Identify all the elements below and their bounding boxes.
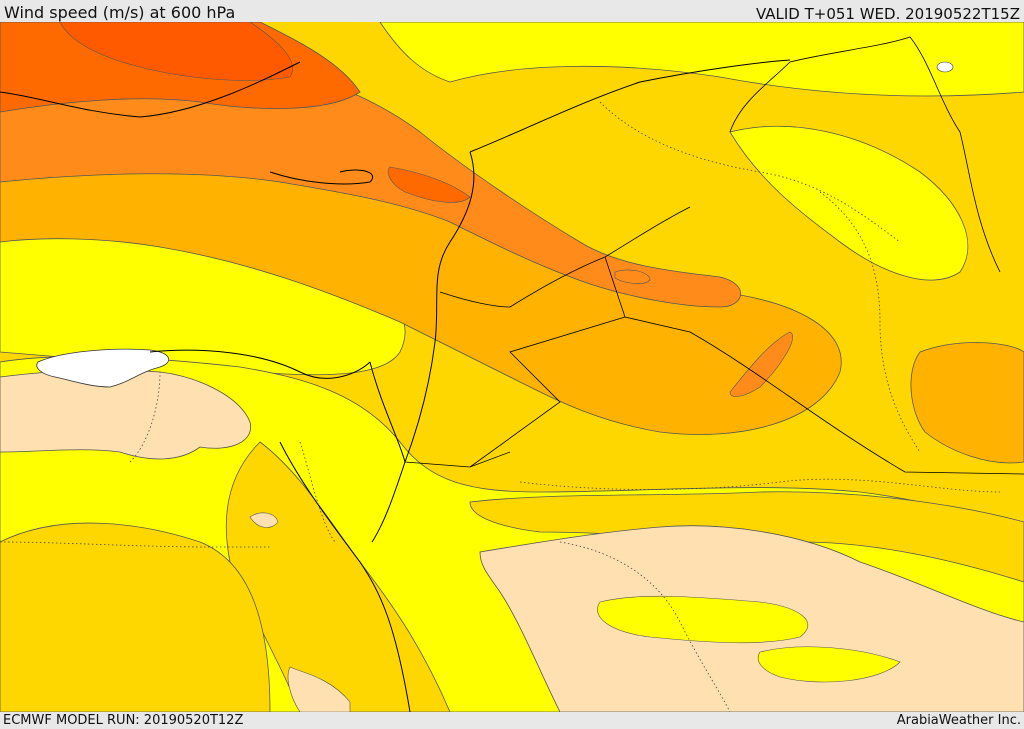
- map-canvas: [0, 22, 1024, 712]
- footer-bar: ECMWF MODEL RUN: 20190520T12Z ArabiaWeat…: [0, 712, 1024, 729]
- valid-time-label: VALID T+051 WED. 20190522T15Z: [755, 5, 1020, 23]
- header-bar: Wind speed (m/s) at 600 hPa VALID T+051 …: [0, 0, 1024, 23]
- no-data-area-egypt: [36, 348, 170, 388]
- band-calm-small2: [287, 666, 351, 712]
- band-light-iraq: [729, 125, 969, 281]
- band-strong-iraq-patch: [614, 269, 651, 284]
- band-strong-iraq-streak: [729, 331, 793, 397]
- band-light-arabia-inner: [597, 595, 809, 644]
- band-moderate-sw: [0, 522, 271, 712]
- province-borders: [0, 101, 1001, 712]
- coastlines: [0, 59, 791, 712]
- band-moderate-red-sea: [225, 441, 451, 712]
- band-light-arabia-inner2: [757, 646, 901, 683]
- band-strong-levant: [387, 166, 471, 203]
- map-title: Wind speed (m/s) at 600 hPa: [4, 3, 236, 22]
- credit-label: ArabiaWeather Inc.: [896, 713, 1021, 728]
- band-calm-small: [249, 512, 279, 528]
- model-run-label: ECMWF MODEL RUN: 20190520T12Z: [3, 713, 244, 728]
- band-extreme-core: [59, 22, 293, 81]
- wind-speed-map: [0, 22, 1024, 712]
- political-borders: [404, 36, 1024, 475]
- no-data-area-north: [936, 61, 954, 73]
- band-fresh-east: [910, 342, 1024, 464]
- band-light-north-east: [379, 22, 1024, 97]
